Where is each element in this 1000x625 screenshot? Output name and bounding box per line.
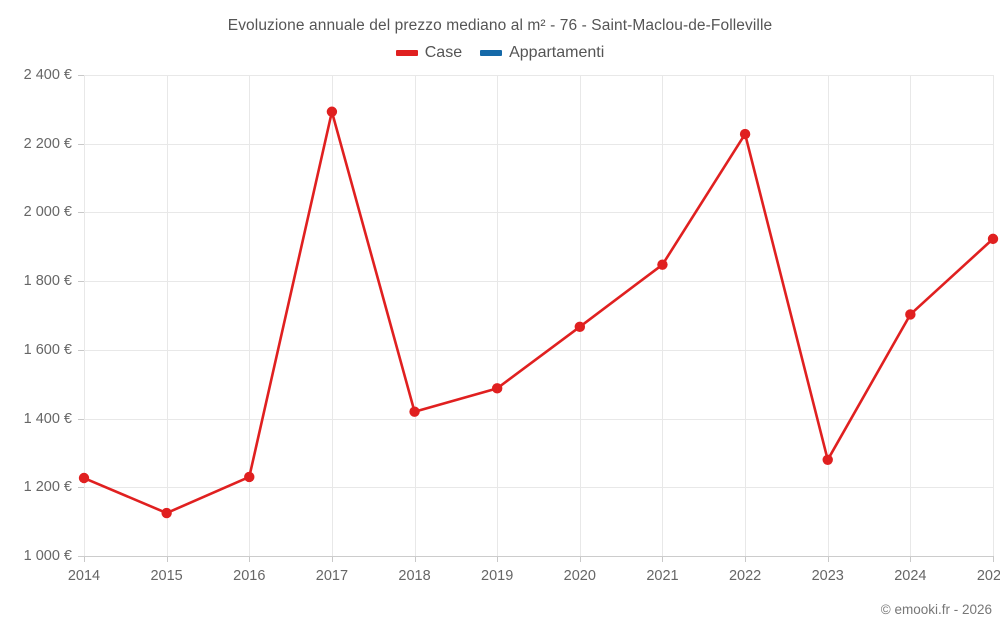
x-tick-label: 2022 bbox=[728, 568, 762, 584]
x-tick-label: 2020 bbox=[563, 568, 596, 584]
data-point[interactable] bbox=[987, 233, 999, 245]
y-tick-label: 2 000 € bbox=[23, 204, 72, 221]
legend-item-appartamenti[interactable]: Appartamenti bbox=[480, 44, 604, 62]
x-tick-label: 2016 bbox=[233, 568, 266, 584]
series-layer bbox=[78, 106, 999, 519]
y-tick-label: 2 400 € bbox=[23, 67, 72, 83]
x-tick-label: 2023 bbox=[811, 568, 844, 584]
chart-legend: Case Appartamenti bbox=[0, 44, 1000, 62]
x-tick-label: 2017 bbox=[315, 568, 349, 584]
y-tick-label: 1 400 € bbox=[23, 410, 72, 427]
x-tick-label: 2024 bbox=[894, 568, 927, 584]
chart-title: Evoluzione annuale del prezzo mediano al… bbox=[227, 17, 773, 34]
x-tick-label: 2014 bbox=[67, 568, 101, 584]
legend-swatch-appartamenti bbox=[480, 50, 503, 56]
x-tick-label: 2018 bbox=[398, 568, 431, 584]
legend-swatch-case bbox=[395, 50, 418, 56]
gridlines bbox=[84, 75, 994, 557]
y-tick-label: 1 800 € bbox=[23, 273, 72, 290]
legend-label-appartamenti: Appartamenti bbox=[509, 44, 605, 61]
y-tick-label: 1 000 € bbox=[23, 548, 72, 564]
legend-label-case: Case bbox=[424, 44, 463, 61]
x-tick-label: 2021 bbox=[646, 568, 679, 584]
data-point[interactable] bbox=[78, 472, 90, 484]
footer-credit: © emooki.fr - 2026 bbox=[880, 602, 992, 617]
data-point[interactable] bbox=[905, 309, 916, 320]
x-tick-label: 2025 bbox=[976, 568, 1000, 584]
series-line-case bbox=[82, 110, 995, 515]
data-point[interactable] bbox=[822, 454, 833, 465]
legend-item-case[interactable]: Case bbox=[395, 44, 463, 62]
y-tick-label: 2 200 € bbox=[23, 135, 72, 152]
x-tick-label: 2015 bbox=[150, 568, 183, 584]
data-point[interactable] bbox=[326, 106, 338, 117]
data-point[interactable] bbox=[161, 507, 172, 519]
data-point[interactable] bbox=[409, 406, 420, 417]
y-tick-label: 1 600 € bbox=[23, 341, 72, 358]
y-tick-label: 1 200 € bbox=[23, 479, 72, 496]
tick-marks bbox=[78, 75, 994, 562]
x-tick-label: 2019 bbox=[481, 568, 514, 584]
data-point[interactable] bbox=[657, 259, 668, 270]
data-point[interactable] bbox=[574, 321, 586, 333]
data-point[interactable] bbox=[491, 383, 503, 394]
data-point[interactable] bbox=[244, 471, 255, 483]
data-point[interactable] bbox=[739, 128, 751, 140]
